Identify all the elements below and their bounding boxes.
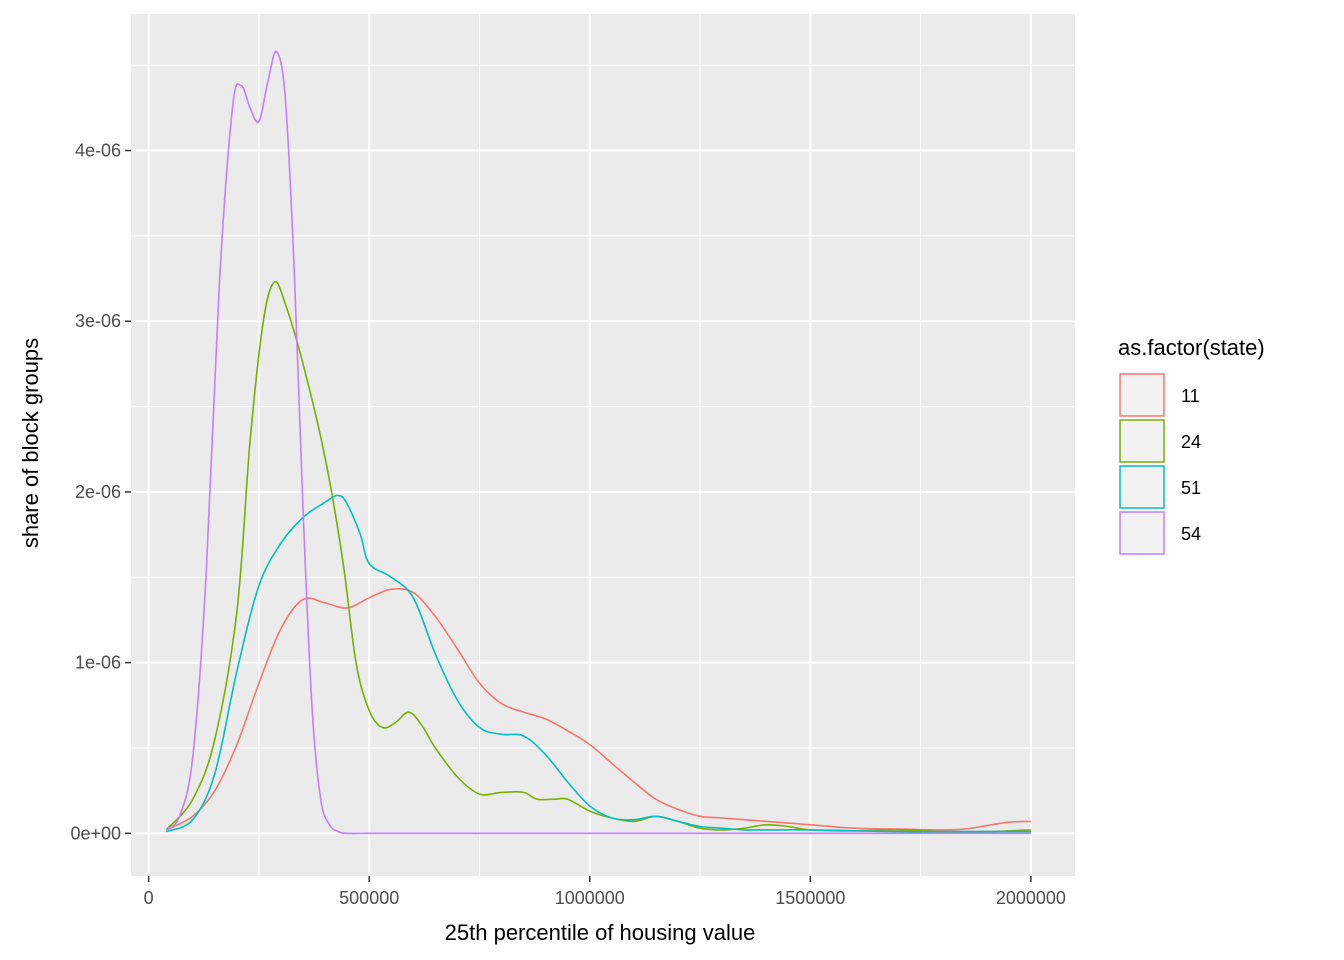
density-line-state-54 <box>165 50 1031 835</box>
x-tick-label: 1000000 <box>555 888 625 908</box>
y-tick-label: 3e-06 <box>75 311 121 331</box>
legend-item-51: 51 <box>1119 465 1201 509</box>
legend-key <box>1119 373 1165 417</box>
legend-label: 51 <box>1181 478 1201 498</box>
legend-key <box>1119 511 1165 555</box>
density-line-state-11 <box>165 587 1031 831</box>
legend-key <box>1119 419 1165 463</box>
series-lines <box>165 50 1031 835</box>
density-line-state-51 <box>165 494 1031 833</box>
legend-label: 54 <box>1181 524 1201 544</box>
y-axis: 0e+00 1e-06 2e-06 3e-06 4e-06 <box>70 141 131 843</box>
legend-label: 11 <box>1181 386 1200 406</box>
density-line-state-24 <box>165 280 1031 833</box>
legend-key <box>1119 465 1165 509</box>
panel-background <box>131 14 1075 876</box>
legend-item-11: 11 <box>1119 373 1200 417</box>
x-tick-label: 500000 <box>339 888 399 908</box>
y-tick-label: 0e+00 <box>70 823 121 843</box>
y-tick-label: 2e-06 <box>75 482 121 502</box>
y-tick-label: 1e-06 <box>75 653 121 673</box>
x-tick-label: 1500000 <box>775 888 845 908</box>
x-axis: 0 500000 1000000 1500000 2000000 <box>144 876 1066 908</box>
y-tick-label: 4e-06 <box>75 141 121 161</box>
minor-gridlines <box>131 14 1075 876</box>
legend-item-24: 24 <box>1119 419 1201 463</box>
legend: as.factor(state) 11 24 51 54 <box>1118 335 1265 555</box>
legend-title: as.factor(state) <box>1118 335 1265 360</box>
y-axis-title: share of block groups <box>18 338 43 548</box>
legend-label: 24 <box>1181 432 1201 452</box>
x-axis-title: 25th percentile of housing value <box>445 920 756 945</box>
x-tick-label: 0 <box>144 888 154 908</box>
x-tick-label: 2000000 <box>996 888 1066 908</box>
legend-item-54: 54 <box>1119 511 1201 555</box>
